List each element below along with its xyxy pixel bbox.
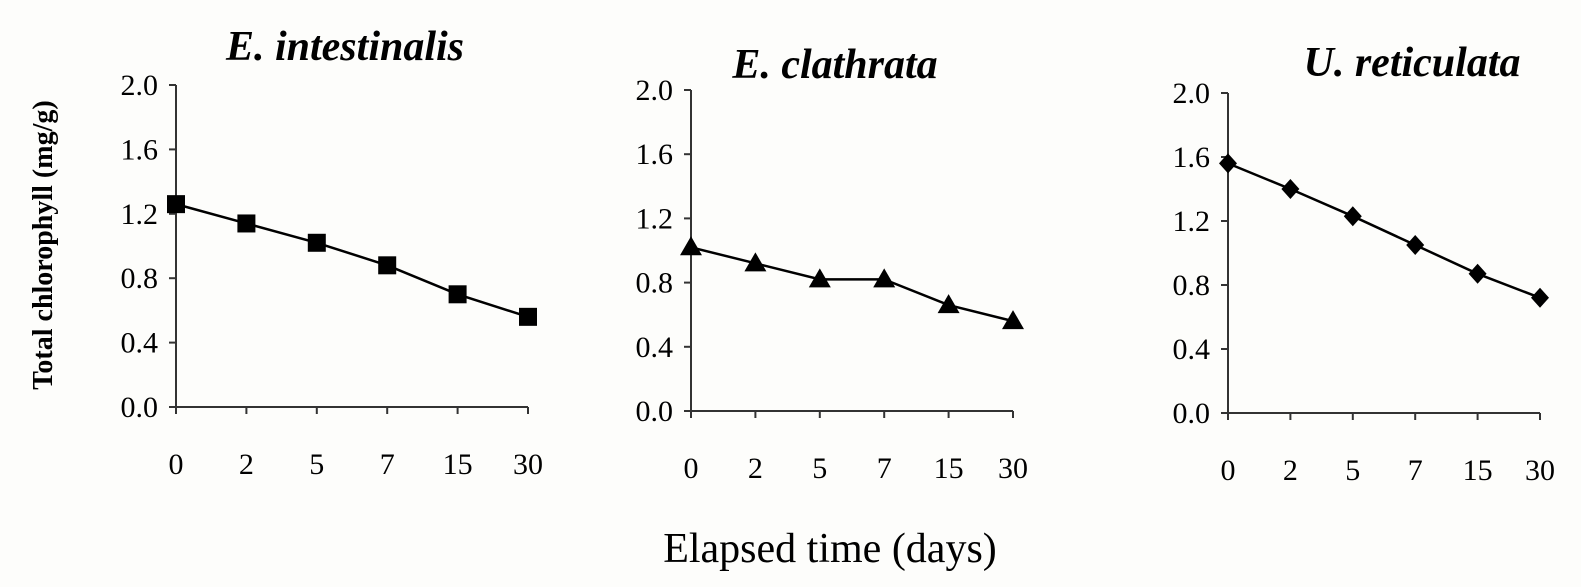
data-point <box>448 285 467 304</box>
data-point <box>1468 263 1487 284</box>
y-tick-label: 0.4 <box>121 327 159 360</box>
series-line <box>175 202 529 319</box>
y-tick-label: 1.2 <box>1173 205 1211 238</box>
x-tick-label: 7 <box>1408 454 1423 487</box>
x-axis-label: Elapsed time (days) <box>663 526 997 572</box>
x-tick-label: 2 <box>748 452 763 485</box>
y-tick-label: 0.4 <box>1173 333 1211 366</box>
x-tick-label: 15 <box>1463 454 1493 487</box>
x-tick-label: 5 <box>1345 454 1360 487</box>
x-tick-label: 30 <box>1525 454 1555 487</box>
y-tick-label: 1.6 <box>636 138 674 171</box>
y-tick-label: 1.6 <box>1173 141 1211 174</box>
y-tick-label: 2.0 <box>121 69 159 102</box>
y-tick-label: 0.0 <box>636 395 674 428</box>
y-tick-label: 0.8 <box>1173 269 1211 302</box>
x-tick-label: 15 <box>443 448 473 481</box>
data-point <box>1219 153 1237 174</box>
data-point <box>808 268 831 288</box>
y-tick-label: 1.2 <box>121 198 159 231</box>
data-point <box>1281 179 1300 199</box>
chart-panel-u-reticulata: U. reticulata 0.0 0.4 0.8 1.2 1.6 2.0 0 2 5 7 15 30 <box>1173 40 1556 487</box>
y-tick-label: 0.0 <box>1173 397 1211 430</box>
x-tick-label: 0 <box>169 448 184 481</box>
data-point <box>680 236 702 256</box>
data-point <box>307 233 326 252</box>
y-tick-label: 1.2 <box>636 202 674 235</box>
data-point <box>937 294 960 314</box>
y-tick-label: 0.0 <box>121 391 159 424</box>
chart-panels: E. intestinalis 0.0 0.4 0.8 1.2 1.6 2.0 0 2 5 7 15 3… <box>121 24 1556 487</box>
x-tick-label: 5 <box>812 452 827 485</box>
y-tick-label: 2.0 <box>1173 77 1211 110</box>
chart-title: E. intestinalis <box>225 24 464 70</box>
x-tick-label: 2 <box>239 448 254 481</box>
data-point <box>167 195 185 214</box>
data-point <box>519 307 537 326</box>
data-point <box>378 256 397 275</box>
data-point <box>1406 235 1425 255</box>
data-point <box>237 214 256 233</box>
x-tick-label: 7 <box>380 448 395 481</box>
y-tick-label: 1.6 <box>121 133 159 166</box>
x-tick-label: 30 <box>998 452 1028 485</box>
data-point <box>1531 287 1549 308</box>
x-tick-label: 0 <box>1221 454 1236 487</box>
y-tick-label: 2.0 <box>636 74 674 107</box>
x-tick-label: 30 <box>513 448 543 481</box>
data-point <box>873 268 896 288</box>
y-axis-label: Total chlorophyll (mg/g) <box>28 100 59 389</box>
chart-title: U. reticulata <box>1304 40 1521 86</box>
y-tick-label: 0.8 <box>121 262 159 295</box>
x-tick-label: 2 <box>1283 454 1298 487</box>
chart-panel-e-clathrata: E. clathrata 0.0 0.4 0.8 1.2 1.6 2.0 0 2 5 7 15 30 <box>636 42 1029 485</box>
series-line <box>690 246 1014 323</box>
x-tick-label: 15 <box>934 452 964 485</box>
data-point <box>744 252 767 272</box>
x-tick-label: 7 <box>877 452 892 485</box>
series-line <box>1227 162 1541 299</box>
y-tick-label: 0.4 <box>636 331 674 364</box>
data-point <box>1002 310 1024 330</box>
data-point <box>1343 206 1362 227</box>
x-tick-label: 5 <box>309 448 324 481</box>
chart-panel-e-intestinalis: E. intestinalis 0.0 0.4 0.8 1.2 1.6 2.0 0 2 5 7 15 3… <box>121 24 544 481</box>
y-tick-label: 0.8 <box>636 267 674 300</box>
chart-title: E. clathrata <box>731 42 937 88</box>
x-tick-label: 0 <box>684 452 699 485</box>
